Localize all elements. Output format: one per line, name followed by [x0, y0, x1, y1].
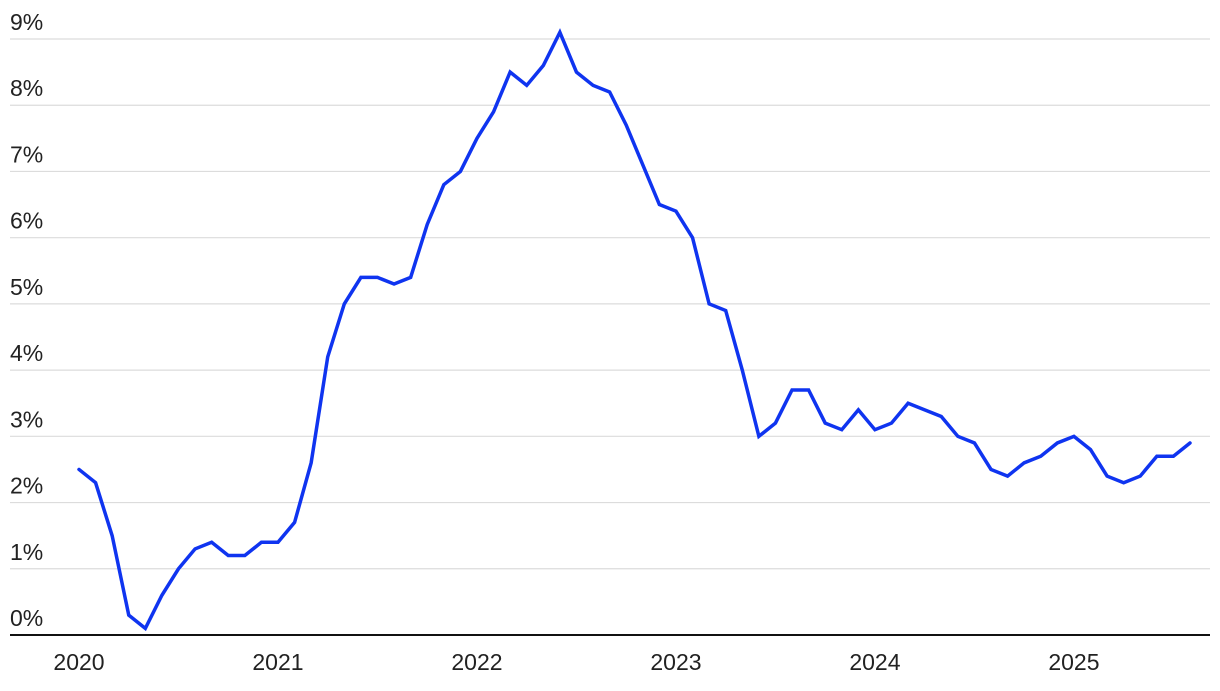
y-tick-label: 5% [10, 274, 43, 300]
x-tick-label: 2024 [849, 649, 900, 675]
y-tick-label: 4% [10, 340, 43, 366]
x-tick-label: 2023 [650, 649, 701, 675]
y-tick-label: 1% [10, 539, 43, 565]
y-tick-label: 0% [10, 605, 43, 631]
data-line [77, 28, 1192, 632]
y-tick-label: 7% [10, 141, 43, 167]
x-tick-label: 2022 [451, 649, 502, 675]
x-tick-label: 2020 [53, 649, 104, 675]
y-tick-label: 8% [10, 75, 43, 101]
y-tick-label: 9% [10, 9, 43, 35]
x-tick-label: 2021 [252, 649, 303, 675]
y-tick-label: 3% [10, 406, 43, 432]
y-tick-label: 6% [10, 208, 43, 234]
x-tick-label: 2025 [1048, 649, 1099, 675]
y-tick-label: 2% [10, 473, 43, 499]
